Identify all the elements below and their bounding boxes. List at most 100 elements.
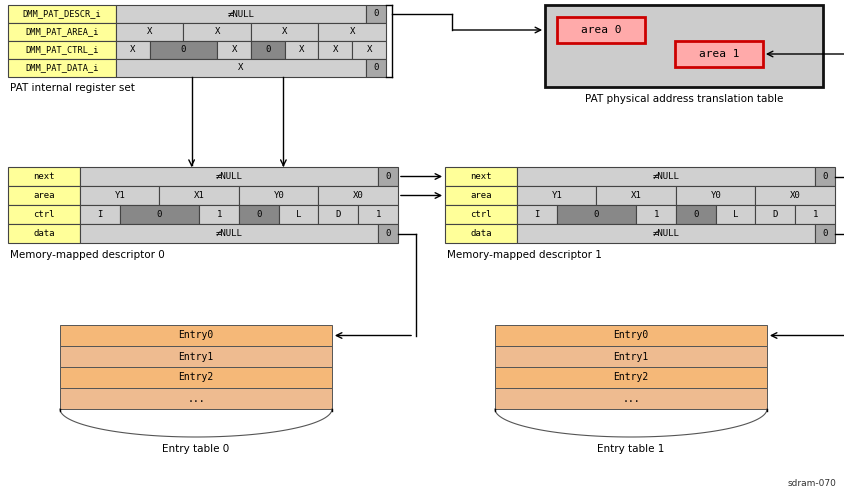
Text: D: D [771,210,777,219]
Text: D: D [335,210,341,219]
Text: X: X [130,45,135,55]
Bar [596,186,675,205]
Text: X: X [282,28,287,36]
Bar [80,224,377,243]
Bar [318,41,352,59]
Bar [239,186,318,205]
Bar [445,186,517,205]
Text: X1: X1 [630,191,641,200]
Text: 0: 0 [256,210,262,219]
Text: Entry0: Entry0 [178,330,214,341]
Bar [8,59,116,77]
Bar [365,5,386,23]
Bar [279,205,318,224]
Text: X: X [349,28,354,36]
Text: Memory-mapped descriptor 1: Memory-mapped descriptor 1 [446,250,601,260]
Bar [183,23,251,41]
Bar [80,186,160,205]
Text: Y1: Y1 [114,191,125,200]
Bar [284,41,318,59]
Text: 0: 0 [385,229,390,238]
Bar [365,59,386,77]
Bar [517,167,814,186]
Bar [8,23,116,41]
Bar [318,23,386,41]
Text: ≠NULL: ≠NULL [652,172,679,181]
Bar [60,325,332,346]
Text: next: next [33,172,55,181]
Text: X0: X0 [353,191,363,200]
Text: Memory-mapped descriptor 0: Memory-mapped descriptor 0 [10,250,165,260]
Text: X1: X1 [193,191,204,200]
Bar [636,205,675,224]
Bar [358,205,398,224]
Bar [251,23,318,41]
Bar [116,41,149,59]
Text: I: I [97,210,102,219]
Bar [8,224,80,243]
Text: X0: X0 [789,191,799,200]
Text: Y0: Y0 [273,191,284,200]
Bar [149,41,217,59]
Bar [60,388,332,409]
Bar [217,41,251,59]
Bar [8,205,80,224]
Bar [199,205,239,224]
Bar [715,205,755,224]
Bar [445,224,517,243]
Text: area: area [33,191,55,200]
Text: area 1: area 1 [698,49,738,59]
Text: I: I [533,210,539,219]
Text: 1: 1 [652,210,658,219]
Text: 0: 0 [821,229,827,238]
Text: 0: 0 [373,64,378,72]
Bar [160,186,239,205]
Text: Y0: Y0 [710,191,720,200]
Text: X: X [214,28,219,36]
Bar [556,17,644,43]
Text: 0: 0 [692,210,698,219]
Text: X: X [231,45,236,55]
Text: DMM_PAT_DATA_i: DMM_PAT_DATA_i [25,64,99,72]
Bar [755,186,834,205]
Text: PAT physical address translation table: PAT physical address translation table [584,94,782,104]
Text: X: X [238,64,243,72]
Bar [517,205,556,224]
Bar [445,205,517,224]
Text: 0: 0 [821,172,827,181]
Bar [60,346,332,367]
Text: 0: 0 [157,210,162,219]
Text: data: data [33,229,55,238]
Bar [318,205,358,224]
Text: X: X [366,45,371,55]
Bar [517,186,596,205]
Text: DMM_PAT_DESCR_i: DMM_PAT_DESCR_i [23,9,101,19]
Bar [120,205,199,224]
Bar [251,41,284,59]
Bar [8,186,80,205]
Text: ≠NULL: ≠NULL [227,9,254,19]
Text: data: data [470,229,491,238]
Text: next: next [470,172,491,181]
Text: L: L [295,210,301,219]
Bar [556,205,636,224]
Text: 0: 0 [181,45,186,55]
Text: sdram-070: sdram-070 [787,480,835,489]
Bar [377,224,398,243]
Text: ≠NULL: ≠NULL [652,229,679,238]
Bar [675,186,755,205]
Bar [377,167,398,186]
Bar [517,224,814,243]
Text: Entry table 0: Entry table 0 [162,444,230,454]
Text: Entry2: Entry2 [613,373,648,383]
Text: Entry2: Entry2 [178,373,214,383]
Bar [794,205,834,224]
Text: L: L [732,210,738,219]
Text: ctrl: ctrl [33,210,55,219]
Bar [495,325,766,346]
Bar [116,5,365,23]
Bar [445,167,517,186]
Text: ...: ... [621,393,639,403]
Bar [814,224,834,243]
Bar [116,23,183,41]
